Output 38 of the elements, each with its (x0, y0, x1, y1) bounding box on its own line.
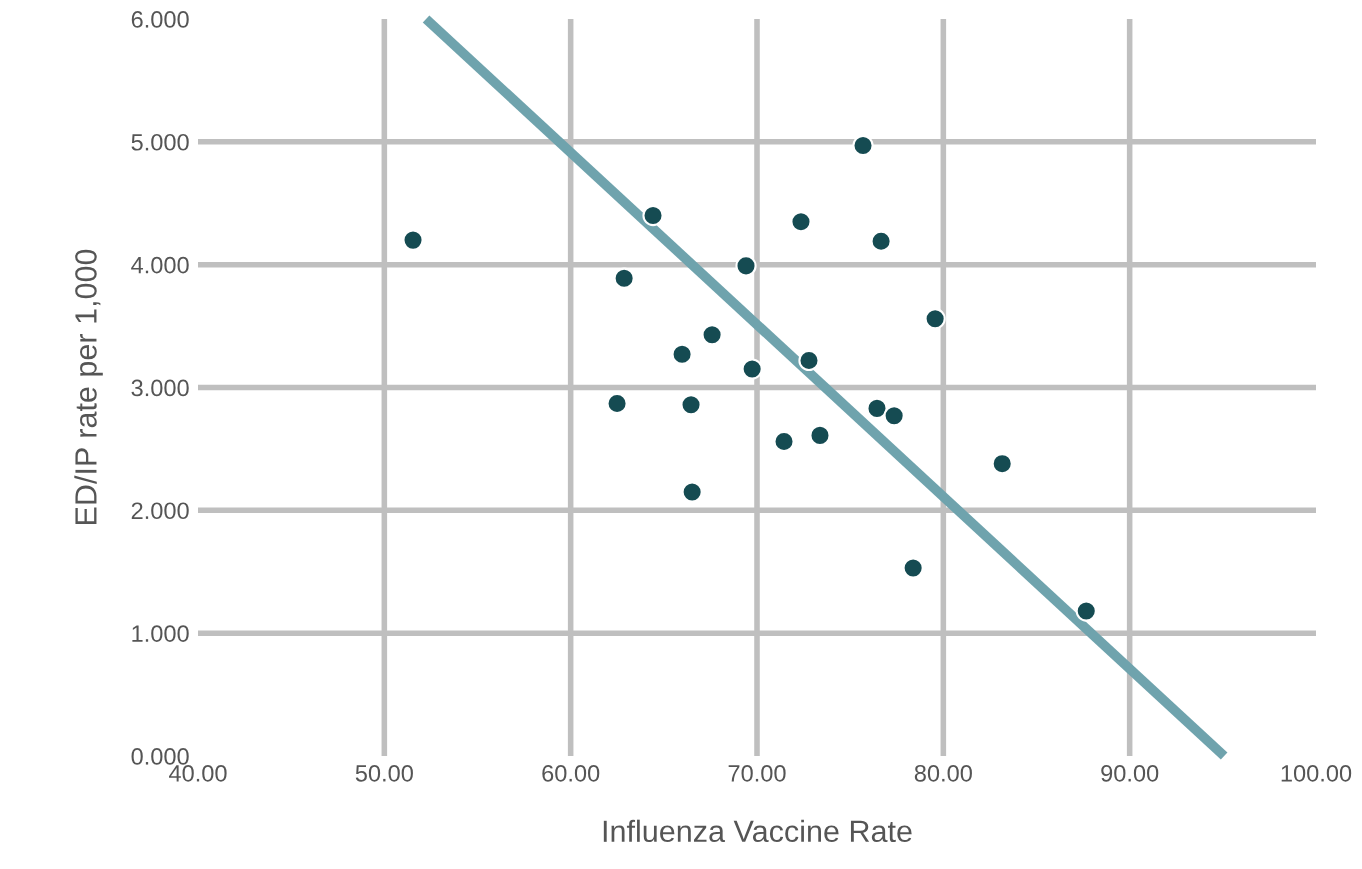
y-tick-label: 4.000 (131, 256, 189, 274)
x-tick-label: 90.00 (1101, 764, 1159, 782)
point (809, 424, 831, 447)
point (773, 430, 795, 453)
x-tick-label: 50.00 (355, 764, 413, 782)
y-tick-label: 0.000 (131, 748, 189, 765)
x-tick-label: 60.00 (542, 764, 600, 782)
y-tick-label: 5.000 (131, 133, 189, 151)
point (902, 557, 924, 579)
y-tick-label: 1.000 (132, 625, 189, 642)
y-axis-title: ED/IP rate per 1,000 (74, 249, 103, 524)
point (852, 134, 874, 157)
x-tick-label: 70.00 (728, 764, 786, 782)
point (701, 324, 723, 346)
point (883, 405, 905, 427)
point (1075, 600, 1097, 622)
point (741, 358, 763, 380)
point (866, 397, 888, 419)
point (735, 255, 757, 277)
y-tick-label: 3.000 (131, 379, 189, 397)
point (671, 343, 693, 365)
y-tick-label: 2.000 (131, 502, 189, 520)
point (790, 211, 812, 233)
x-axis-title: Influenza Vaccine Rate (603, 819, 912, 843)
x-tick-label: 100.00 (1281, 764, 1352, 782)
x-tick-label: 80.00 (914, 764, 972, 782)
point (798, 349, 820, 372)
point (642, 204, 664, 227)
point (924, 308, 946, 330)
x-tick-label: 40.00 (169, 764, 227, 782)
point (402, 229, 424, 251)
point (613, 267, 635, 289)
point (681, 481, 703, 503)
point (991, 453, 1013, 475)
point (606, 392, 628, 415)
y-tick-label: 6.000 (131, 11, 189, 28)
point (870, 230, 892, 252)
point (680, 394, 702, 416)
